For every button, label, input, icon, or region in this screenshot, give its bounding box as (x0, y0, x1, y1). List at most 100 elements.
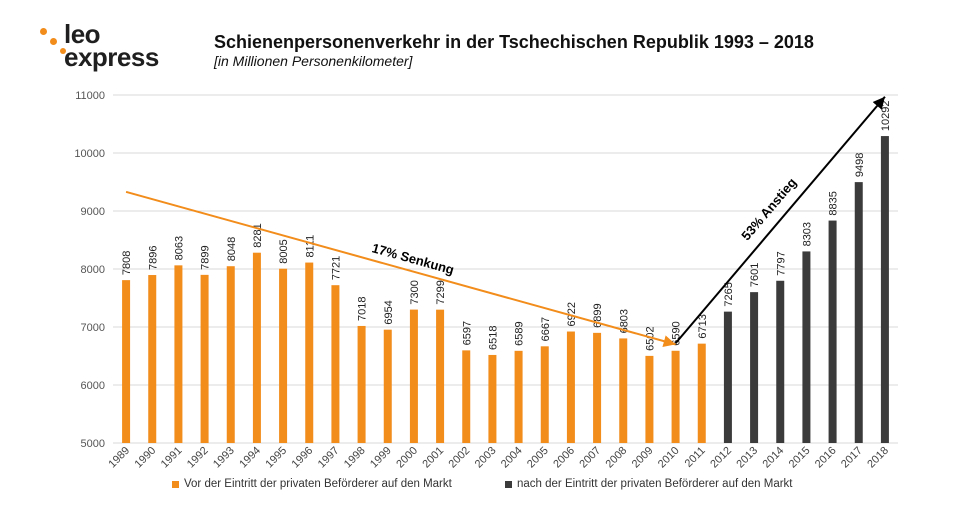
x-tick-label: 2015 (787, 445, 813, 471)
x-tick-label: 1999 (368, 445, 394, 471)
y-tick-label: 8000 (81, 264, 105, 276)
bar (776, 280, 785, 443)
bar (880, 136, 889, 443)
x-tick-label: 2009 (630, 445, 656, 471)
logo-dot-1 (40, 28, 47, 35)
x-tick-label: 1990 (133, 445, 159, 471)
data-label: 7899 (200, 245, 212, 269)
y-tick-label: 9000 (81, 206, 105, 218)
bar (252, 252, 261, 443)
x-tick-label: 2017 (839, 445, 865, 471)
logo-dot-2 (50, 38, 57, 45)
x-tick-label: 2001 (420, 445, 446, 471)
x-tick-label: 2002 (447, 445, 473, 471)
x-tick-label: 1997 (316, 445, 342, 471)
bar (331, 285, 340, 443)
data-label: 6667 (540, 317, 552, 341)
bar (488, 354, 497, 443)
bar (436, 309, 445, 443)
x-tick-label: 2014 (761, 445, 787, 471)
data-label: 7797 (775, 251, 787, 275)
data-label: 9498 (854, 153, 866, 177)
bar (148, 275, 157, 443)
data-label: 7896 (147, 246, 159, 270)
bar (566, 331, 575, 443)
bar (357, 325, 366, 443)
chart-title: Schienenpersonenverkehr in der Tschechis… (214, 32, 814, 52)
data-label: 6597 (461, 321, 473, 345)
logo-text-leo: leo (64, 19, 101, 49)
x-tick-label: 2005 (525, 445, 551, 471)
legend-swatch-dark (505, 480, 512, 488)
x-tick-label: 1991 (159, 445, 185, 471)
bar (174, 265, 183, 443)
data-label: 7721 (330, 256, 342, 280)
y-tick-label: 6000 (81, 380, 105, 392)
bar (200, 274, 209, 443)
x-tick-label: 2003 (473, 445, 499, 471)
x-tick-label: 1995 (263, 445, 289, 471)
data-label: 6922 (566, 302, 578, 326)
x-tick-label: 2000 (394, 445, 420, 471)
bar (279, 268, 288, 443)
data-label: 6502 (644, 326, 656, 350)
bar (122, 280, 131, 443)
x-tick-label: 2016 (813, 445, 839, 471)
bar (305, 262, 314, 443)
bar (540, 346, 549, 443)
y-axis-labels: 5000 6000 7000 8000 9000 10000 11000 (74, 90, 105, 450)
logo-text-express: express (64, 42, 159, 72)
data-label: 6713 (697, 314, 709, 338)
bar (645, 355, 654, 443)
bar (750, 292, 759, 443)
x-tick-label: 1993 (211, 445, 237, 471)
bar (697, 343, 706, 443)
data-label: 7808 (121, 251, 133, 275)
bar (723, 311, 732, 443)
x-tick-label: 1994 (237, 445, 263, 471)
x-tick-label: 1998 (342, 445, 368, 471)
y-tick-label: 10000 (74, 148, 105, 160)
trend-arrow (125, 190, 676, 347)
data-label: 6803 (618, 309, 630, 333)
trend-arrow (674, 96, 886, 344)
y-tick-label: 5000 (81, 438, 105, 450)
legend-label-after: nach der Eintritt der privaten Befördere… (517, 478, 793, 490)
data-label: 6954 (383, 300, 395, 324)
x-axis-labels: 1989 1990 1991 1992 1993 1994 1995 1996 1997 1998… (106, 445, 891, 471)
x-tick-label: 1996 (290, 445, 316, 471)
bar (514, 350, 523, 443)
bar (593, 332, 602, 443)
x-tick-label: 2011 (683, 445, 708, 470)
x-tick-label: 2006 (551, 445, 577, 471)
bar (383, 329, 392, 443)
bar (828, 220, 837, 443)
chart-subtitle: [in Millionen Personenkilometer] (214, 53, 413, 69)
x-tick-label: 2013 (734, 445, 760, 471)
bar (854, 182, 863, 443)
x-tick-label: 2004 (499, 445, 525, 471)
bar (802, 251, 811, 443)
data-label: 8303 (801, 222, 813, 246)
data-label: 6518 (487, 325, 499, 349)
data-label: 7018 (357, 296, 369, 320)
data-label: 8063 (173, 236, 185, 260)
data-label: 7265 (723, 282, 735, 306)
legend-swatch-orange (172, 480, 179, 488)
x-tick-label: 1989 (106, 445, 132, 471)
y-tick-label: 11000 (75, 90, 105, 102)
bar (409, 309, 418, 443)
y-tick-label: 7000 (81, 322, 105, 334)
legend-label-before: Vor der Eintritt der privaten Beförderer… (184, 478, 452, 490)
legend-item-after: nach der Eintritt der privaten Befördere… (505, 478, 793, 490)
data-label: 7300 (409, 280, 421, 304)
bar (671, 350, 680, 443)
data-label: 8111 (304, 235, 316, 258)
data-label: 8048 (226, 237, 238, 261)
x-tick-label: 1992 (185, 445, 211, 471)
data-label: 8835 (828, 191, 840, 215)
grid-lines (113, 94, 898, 444)
